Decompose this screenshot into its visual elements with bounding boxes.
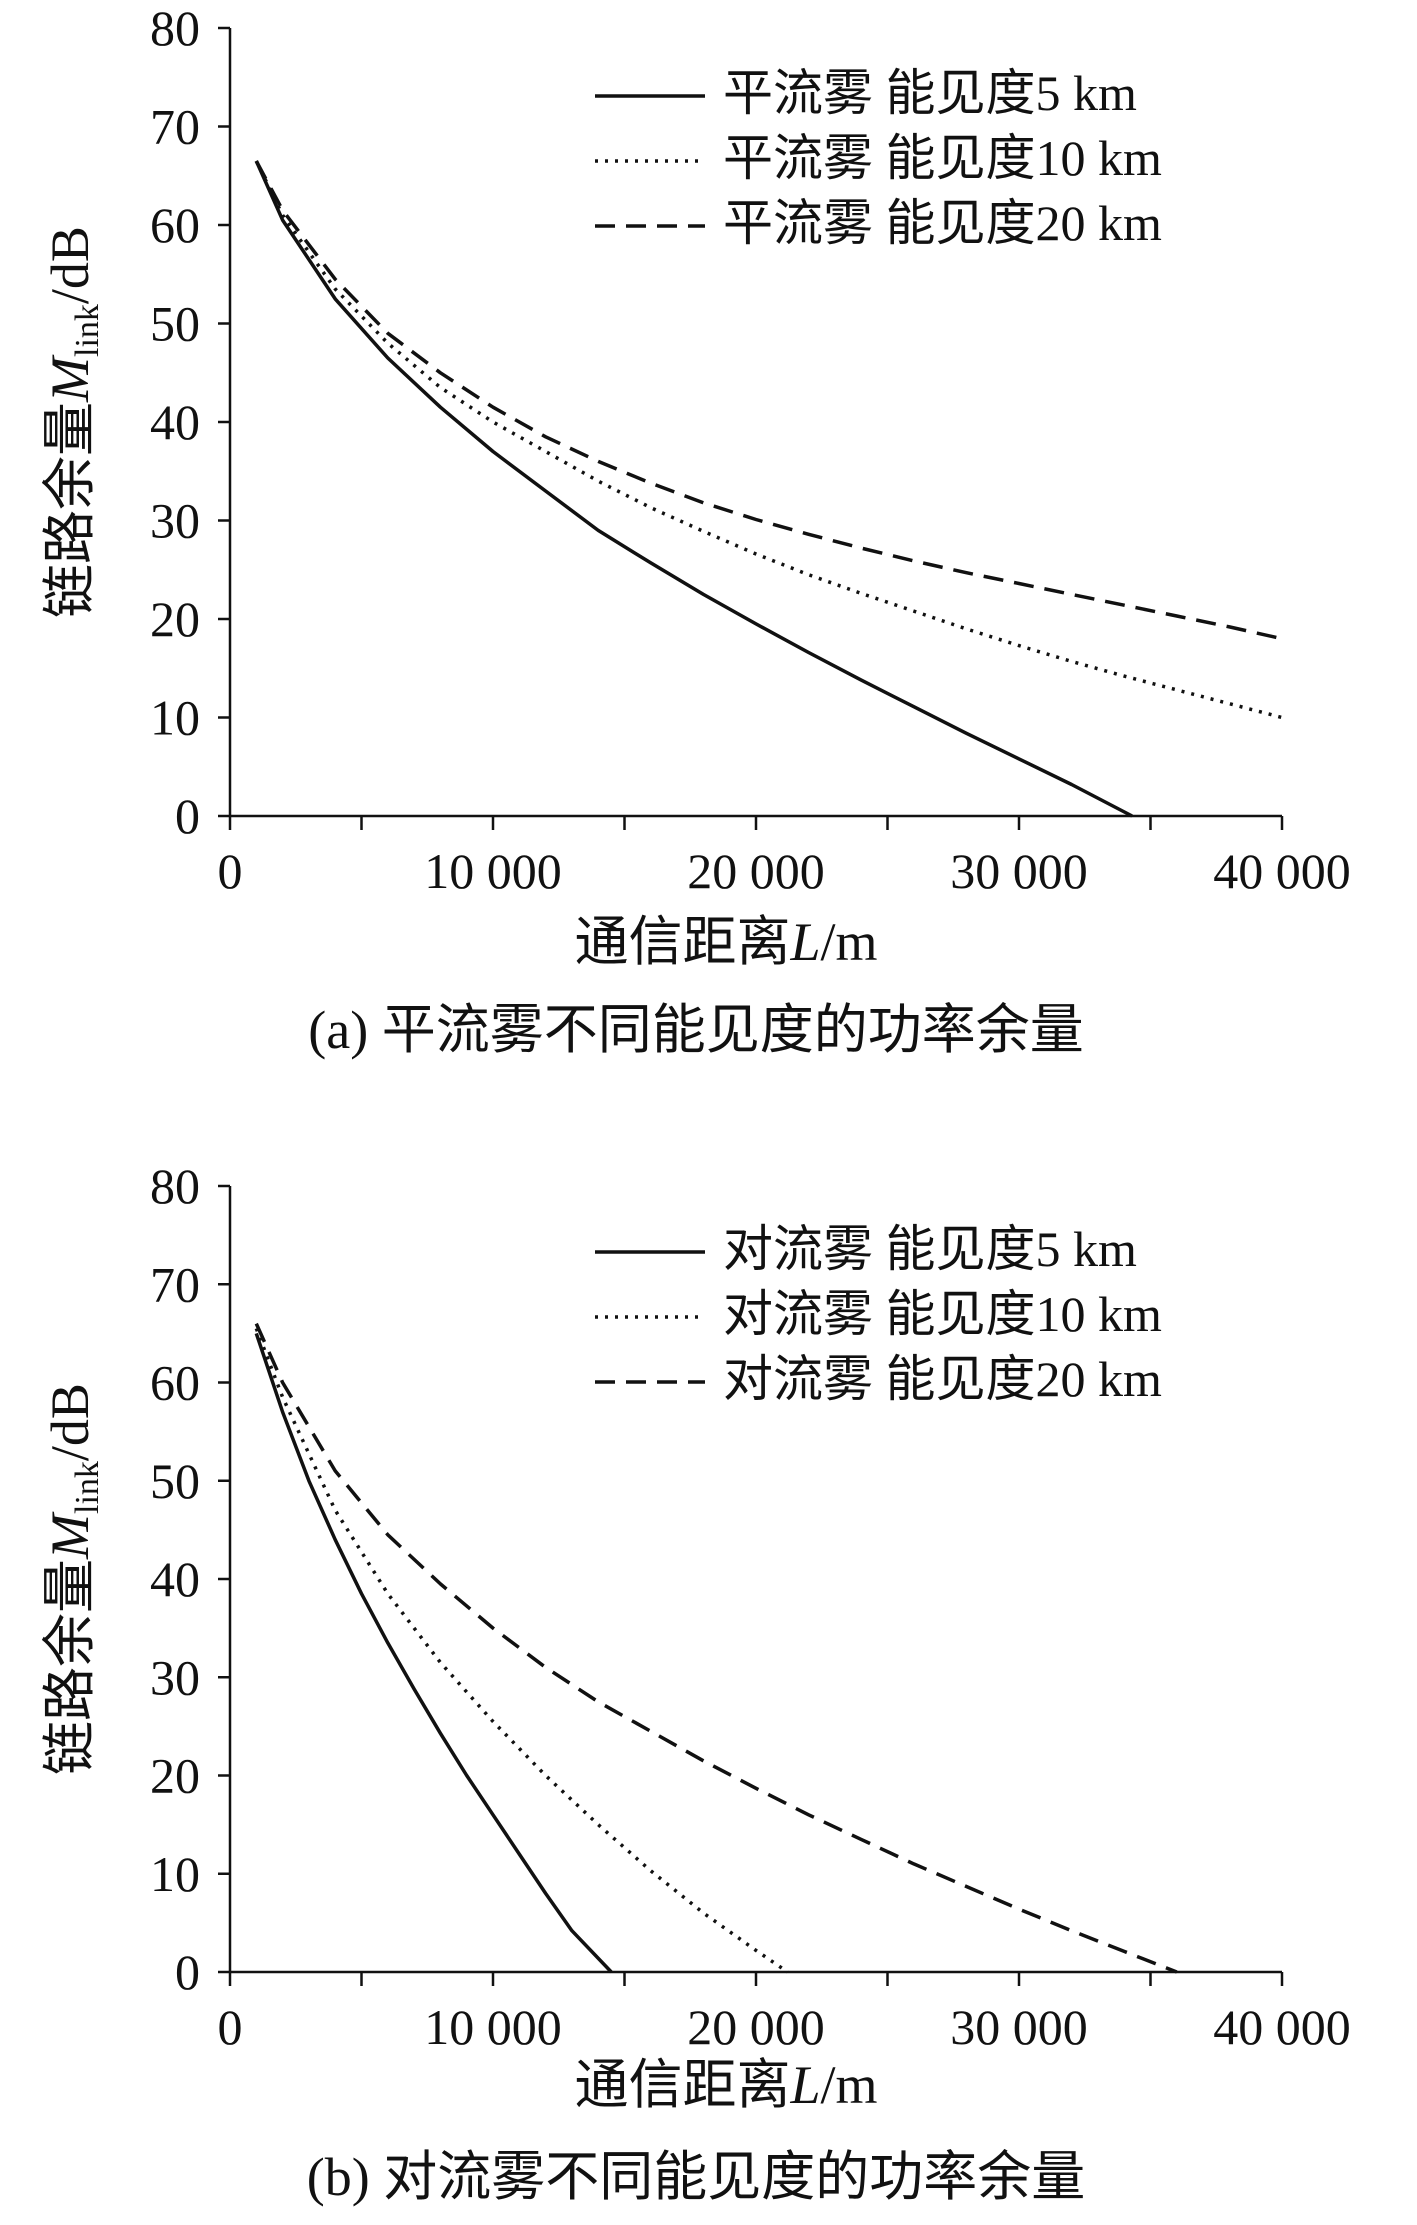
legend-label: 对流雾 能见度10 km	[723, 1286, 1162, 1342]
chart-caption: (b) 对流雾不同能见度的功率余量	[307, 2147, 1085, 2207]
x-tick-label: 40 000	[1213, 843, 1351, 899]
y-tick-label: 40	[150, 1551, 200, 1607]
chart-0: 0 10 20 30 40 50 60 70 80 0 10 000 20 000 30 000 40 0…	[40, 0, 1351, 1060]
y-tick-label: 10	[150, 690, 200, 746]
y-tick-label: 70	[150, 99, 200, 155]
series-line-solid	[254, 160, 1133, 818]
y-tick-label: 60	[150, 197, 200, 253]
legend-label: 对流雾 能见度5 km	[723, 1221, 1137, 1277]
y-tick-label: 10	[150, 1846, 200, 1902]
x-tick-label: 10 000	[424, 1999, 562, 2055]
legend-label: 平流雾 能见度20 km	[723, 195, 1162, 251]
x-tick-label: 30 000	[950, 843, 1088, 899]
x-tick-label: 10 000	[424, 843, 562, 899]
y-tick-label: 20	[150, 1748, 200, 1804]
x-tick-label: 20 000	[687, 843, 825, 899]
y-tick-label: 50	[150, 1453, 200, 1509]
y-tick-label: 80	[150, 1158, 200, 1214]
chart-caption: (a) 平流雾不同能见度的功率余量	[308, 1000, 1083, 1060]
x-tick-label: 20 000	[687, 1999, 825, 2055]
y-tick-label: 70	[150, 1256, 200, 1312]
y-axis-title: 链路余量Mlink/dB	[40, 226, 106, 618]
series-line-dotted	[254, 160, 1283, 720]
x-axis-title: 通信距离L/m	[574, 912, 877, 972]
x-axis-title: 通信距离L/m	[574, 2055, 877, 2115]
y-tick-label: 80	[150, 0, 200, 56]
series-line-solid	[254, 1332, 613, 1974]
chart-1: 0 10 20 30 40 50 60 70 80 0 10 000 20 000 30 000 40 0…	[40, 1158, 1351, 2207]
y-tick-label: 50	[150, 296, 200, 352]
x-tick-label: 0	[218, 843, 243, 899]
x-tick-label: 30 000	[950, 1999, 1088, 2055]
y-axis-title: 链路余量Mlink/dB	[40, 1383, 106, 1775]
y-tick-label: 40	[150, 394, 200, 450]
y-tick-label: 20	[150, 591, 200, 647]
y-tick-label: 0	[175, 1944, 200, 2000]
y-tick-label: 30	[150, 493, 200, 549]
legend-label: 对流雾 能见度20 km	[723, 1351, 1162, 1407]
series-line-dashed	[254, 1322, 1178, 1974]
legend-label: 平流雾 能见度10 km	[723, 130, 1162, 186]
y-tick-label: 30	[150, 1649, 200, 1705]
x-tick-label: 40 000	[1213, 1999, 1351, 2055]
legend-label: 平流雾 能见度5 km	[723, 65, 1137, 121]
x-tick-label: 0	[218, 1999, 243, 2055]
series-line-dashed	[254, 160, 1283, 641]
y-tick-label: 60	[150, 1355, 200, 1411]
y-tick-label: 0	[175, 788, 200, 844]
series-line-dotted	[254, 1327, 789, 1974]
